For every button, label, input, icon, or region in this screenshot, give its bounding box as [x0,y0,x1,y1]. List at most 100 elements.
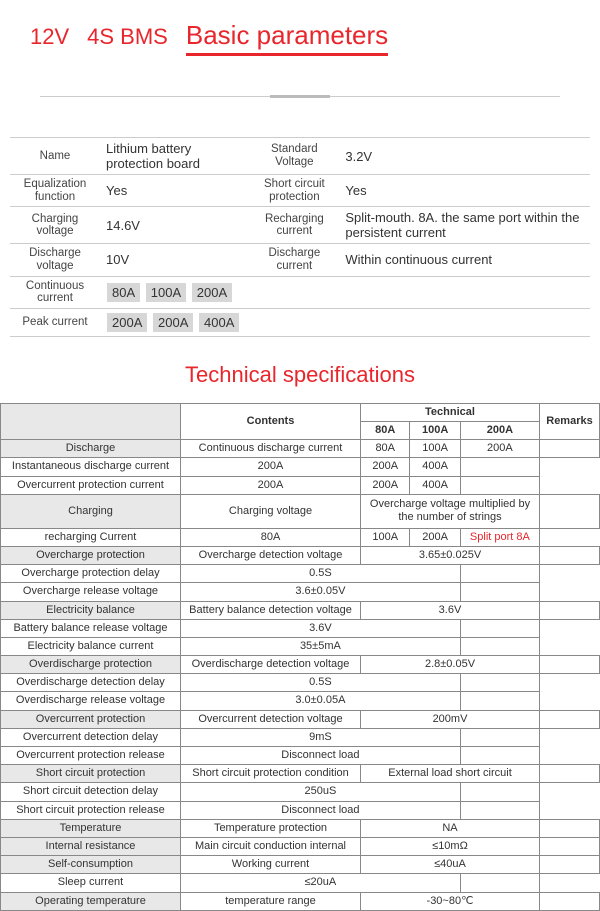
tech-value: -30~80℃ [361,892,540,910]
current-chip: 400A [199,313,239,332]
tech-item-name: Overcharge detection voltage [181,546,361,564]
tech-value: 200mV [361,710,540,728]
basic-value: Yes [100,175,249,207]
tech-remark [460,583,539,601]
basic-value: 80A 100A 200A [100,276,590,308]
tech-value: ≤20uA [181,874,461,892]
tech-remark [460,458,539,476]
tech-item-name: Overdischarge detection voltage [181,656,361,674]
title-12v: 12V [30,24,69,50]
tech-remark: Split port 8A [460,528,539,546]
tech-remark [540,601,600,619]
tech-category: Discharge [1,440,181,458]
basic-label: Short circuit protection [249,175,339,207]
current-chip: 200A [153,313,193,332]
tech-remark [460,747,539,765]
tech-category: Charging [1,494,181,528]
tech-item-name: Working current [181,856,361,874]
tech-value: External load short circuit [361,765,540,783]
tech-item-name: Charging voltage [181,494,361,528]
tech-remark [460,783,539,801]
tech-remark [540,892,600,910]
tech-remark [460,637,539,655]
basic-label: Equalization function [10,175,100,207]
basic-value: 10V [100,244,249,276]
tech-remark [540,837,600,855]
tech-value: 250uS [181,783,461,801]
tech-item-name: Electricity balance current [1,637,181,655]
tech-remark [540,765,600,783]
tech-value: ≤40uA [361,856,540,874]
basic-label: Discharge current [249,244,339,276]
tech-item-name: Short circuit protection release [1,801,181,819]
tech-value: NA [361,819,540,837]
current-chip: 200A [192,283,232,302]
tech-value: Overcharge voltage multiplied by the num… [361,494,540,528]
th-100a: 100A [410,422,460,440]
tech-value: 100A [410,440,460,458]
tech-value: 0.5S [181,674,461,692]
th-80a: 80A [361,422,410,440]
header: 12V 4S BMS Basic parameters [0,0,600,107]
title-basic-parameters: Basic parameters [186,20,388,56]
tech-remark [460,692,539,710]
tech-value: 400A [410,476,460,494]
tech-value: 3.0±0.05A [181,692,461,710]
basic-value: Lithium battery protection board [100,138,249,175]
technical-specifications-title: Technical specifications [0,362,600,388]
basic-value: 200A 200A 400A [100,308,590,336]
th-200a: 200A [460,422,539,440]
tech-remark [460,476,539,494]
tech-item-name: Short circuit detection delay [1,783,181,801]
current-chip: 200A [107,313,147,332]
tech-item-name: Sleep current [1,874,181,892]
title-4s-bms: 4S BMS [87,24,168,50]
tech-value: Disconnect load [181,801,461,819]
tech-item-name: Overcurrent detection voltage [181,710,361,728]
basic-value: Within continuous current [339,244,590,276]
tech-category: Electricity balance [1,601,181,619]
tech-remark [540,856,600,874]
basic-value: 3.2V [339,138,590,175]
tech-category: Overcharge protection [1,546,181,564]
tech-value: 80A [181,528,361,546]
tech-category: Overcurrent protection [1,710,181,728]
tech-item-name: Temperature protection [181,819,361,837]
tech-value: 35±5mA [181,637,461,655]
basic-label: Peak current [10,308,100,336]
tech-remark [460,619,539,637]
tech-value: 3.6±0.05V [181,583,461,601]
tech-category: Short circuit protection [1,765,181,783]
tech-item-name: Battery balance release voltage [1,619,181,637]
tech-remark [460,674,539,692]
tech-value: Disconnect load [181,747,461,765]
tech-value: 3.6V [181,619,461,637]
tech-category: Temperature [1,819,181,837]
tech-value: ≤10mΩ [361,837,540,855]
tech-item-name: recharging Current [1,528,181,546]
tech-remark [540,494,600,528]
tech-item-name: Main circuit conduction internal [181,837,361,855]
tech-item-name: Battery balance detection voltage [181,601,361,619]
basic-parameters-table: NameLithium battery protection boardStan… [10,137,590,337]
tech-value: 200A [181,458,361,476]
technical-specifications-table: ContentsTechnicalRemarks80A100A200ADisch… [0,403,600,911]
tech-item-name: Overdischarge release voltage [1,692,181,710]
basic-value: 14.6V [100,207,249,244]
tech-value: 80A [361,440,410,458]
tech-category: Self-consumption [1,856,181,874]
tech-value: 100A [361,528,410,546]
tech-item-name: Continuous discharge current [181,440,361,458]
tech-value: 200A [361,458,410,476]
tech-remark [540,656,600,674]
th-remarks: Remarks [540,403,600,439]
tech-value: 400A [410,458,460,476]
tech-remark [540,440,600,458]
basic-value: Yes [339,175,590,207]
tech-item-name: Short circuit protection condition [181,765,361,783]
basic-label: Charging voltage [10,207,100,244]
basic-label: Discharge voltage [10,244,100,276]
th-blank [1,403,181,439]
tech-value: 0.5S [181,565,461,583]
tech-value: 9mS [181,728,461,746]
